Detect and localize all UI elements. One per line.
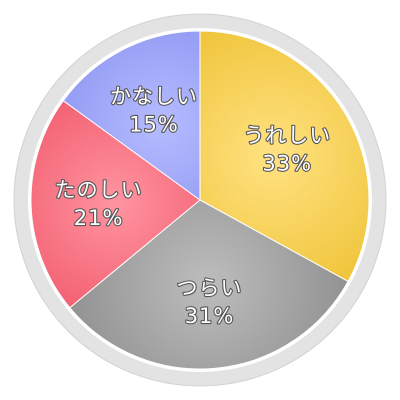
pie-slices: [30, 30, 370, 370]
slice-label: かなしい: [110, 85, 198, 109]
slice-value-label: 31%: [185, 304, 235, 328]
slice-value-label: 33%: [262, 151, 312, 175]
slice-label: つらい: [177, 276, 243, 300]
slice-value-label: 15%: [129, 113, 179, 137]
slice-label: たのしい: [55, 178, 143, 202]
slice-label: うれしい: [243, 123, 331, 147]
pie-labels: うれしい 33% つらい 31% たのしい 21% かなしい 15%: [54, 84, 332, 329]
pie-slice: [199, 30, 370, 283]
pie-slice: [69, 199, 349, 370]
pie-slice: [62, 30, 201, 201]
pie-slice: [30, 99, 201, 309]
slice-value-label: 21%: [74, 206, 124, 230]
